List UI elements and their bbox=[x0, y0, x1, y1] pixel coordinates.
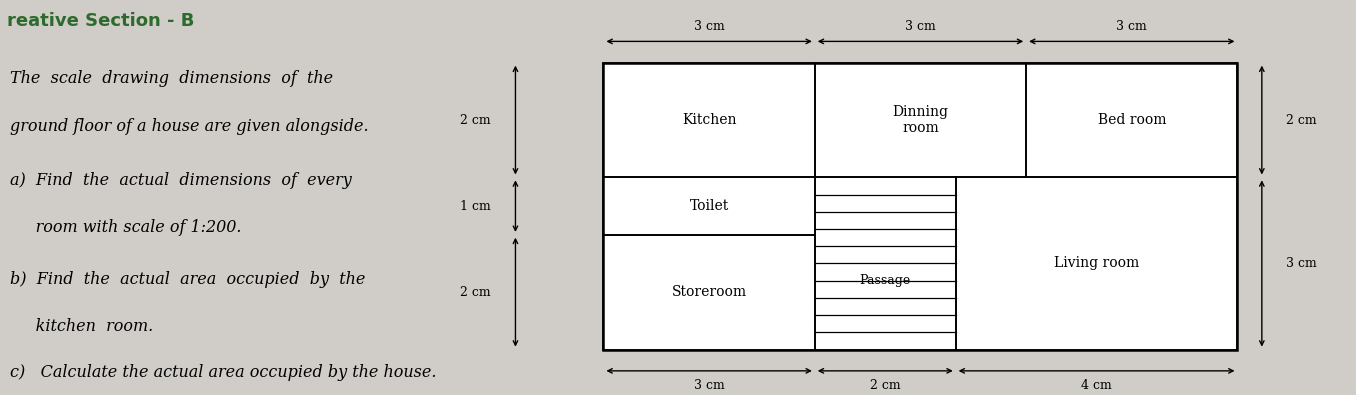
Text: 3 cm: 3 cm bbox=[694, 20, 724, 33]
Text: 4 cm: 4 cm bbox=[1081, 379, 1112, 392]
Text: 3 cm: 3 cm bbox=[1287, 257, 1317, 270]
Text: 3 cm: 3 cm bbox=[694, 379, 724, 392]
Text: Toilet: Toilet bbox=[690, 199, 728, 213]
Text: 3 cm: 3 cm bbox=[1116, 20, 1147, 33]
Text: The  scale  drawing  dimensions  of  the: The scale drawing dimensions of the bbox=[11, 70, 334, 87]
Bar bbox=[1026, 63, 1238, 177]
Text: Living room: Living room bbox=[1054, 256, 1139, 271]
Text: a)  Find  the  actual  dimensions  of  every: a) Find the actual dimensions of every bbox=[11, 173, 353, 190]
Bar bbox=[603, 63, 815, 177]
Bar bbox=[603, 177, 815, 235]
Bar bbox=[815, 177, 956, 350]
Text: c)   Calculate the actual area occupied by the house.: c) Calculate the actual area occupied by… bbox=[11, 364, 437, 381]
Bar bbox=[603, 63, 1238, 350]
Text: 2 cm: 2 cm bbox=[461, 114, 491, 126]
Text: 2 cm: 2 cm bbox=[1287, 114, 1317, 126]
Text: ground floor of a house are given alongside.: ground floor of a house are given alongs… bbox=[11, 118, 369, 135]
Text: 2 cm: 2 cm bbox=[461, 286, 491, 299]
Text: Bed room: Bed room bbox=[1097, 113, 1166, 127]
Text: Dinning
room: Dinning room bbox=[892, 105, 948, 135]
Text: 2 cm: 2 cm bbox=[871, 379, 900, 392]
Text: Storeroom: Storeroom bbox=[671, 285, 747, 299]
Text: reative Section - B: reative Section - B bbox=[8, 12, 195, 30]
Text: Kitchen: Kitchen bbox=[682, 113, 736, 127]
Text: b)  Find  the  actual  area  occupied  by  the: b) Find the actual area occupied by the bbox=[11, 271, 366, 288]
Text: 1 cm: 1 cm bbox=[460, 199, 491, 213]
Text: Passage: Passage bbox=[860, 274, 911, 287]
Bar bbox=[956, 177, 1238, 350]
Bar bbox=[815, 63, 1026, 177]
Text: room with scale of 1:200.: room with scale of 1:200. bbox=[11, 219, 241, 236]
Text: kitchen  room.: kitchen room. bbox=[11, 318, 153, 335]
Text: 3 cm: 3 cm bbox=[904, 20, 936, 33]
Bar bbox=[603, 235, 815, 350]
